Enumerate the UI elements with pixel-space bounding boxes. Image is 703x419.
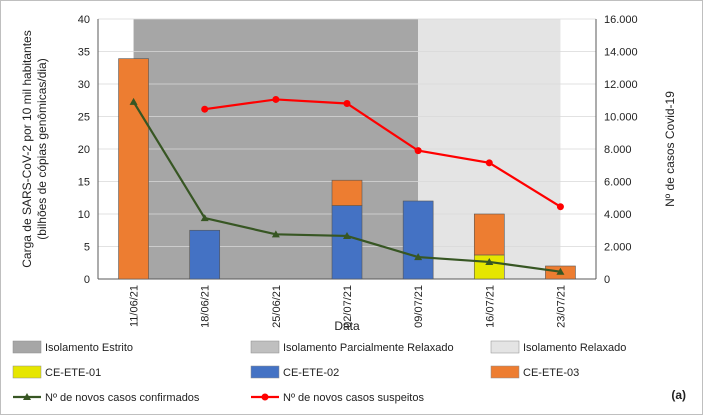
point-suspeitos	[343, 100, 351, 107]
legend-swatch	[12, 340, 42, 354]
x-tick-label: 23/07/21	[555, 285, 567, 328]
y-right-tick-label: 12.000	[604, 79, 638, 91]
point-suspeitos	[272, 95, 280, 103]
x-axis-title: Data	[334, 319, 360, 333]
line-suspeitos	[204, 98, 562, 208]
x-tick-label: 16/07/21	[484, 285, 496, 328]
legend-label: Isolamento Estrito	[45, 342, 133, 354]
legend-label: CE-ETE-01	[45, 367, 101, 379]
y-left-tick-label: 10	[78, 209, 90, 221]
y-left-tick-label: 30	[78, 79, 90, 91]
y-right-tick-label: 8.000	[604, 144, 632, 156]
x-tick-label: 25/06/21	[271, 285, 283, 328]
bar-ce-ete-03	[118, 58, 149, 280]
legend-swatch	[12, 365, 42, 379]
y-left-tick-label: 35	[78, 47, 90, 59]
x-tick-label: 11/06/21	[129, 285, 141, 327]
y-left-axis-title: (bilhões de cópias genômicas/dia)	[35, 58, 49, 239]
legend-marker	[261, 393, 269, 401]
y-left-tick-label: 15	[78, 177, 90, 189]
legend-marker	[23, 393, 31, 400]
x-tick-label: 02/07/21	[342, 285, 354, 328]
point-confirmados	[129, 97, 138, 105]
point-confirmados	[343, 231, 351, 239]
panel-label: (a)	[671, 388, 686, 402]
point-suspeitos	[414, 147, 422, 155]
y-left-tick-label: 20	[78, 144, 90, 156]
y-right-tick-label: 14.000	[604, 47, 638, 59]
point-suspeitos	[485, 159, 493, 167]
legend-swatch	[490, 340, 520, 354]
legend-swatch	[250, 365, 280, 379]
legend-swatch	[490, 365, 520, 379]
legend-label: Isolamento Relaxado	[523, 342, 626, 354]
y-right-tick-label: 4.000	[604, 209, 632, 221]
y-left-tick-label: 25	[78, 112, 90, 124]
bar-ce-ete-03	[473, 213, 505, 256]
legend-label: Nº de novos casos suspeitos	[283, 392, 424, 404]
legend-label: CE-ETE-03	[523, 367, 579, 379]
point-suspeitos	[556, 203, 564, 211]
point-confirmados	[200, 214, 209, 222]
point-suspeitos	[201, 105, 209, 113]
x-tick-label: 09/07/21	[413, 285, 425, 328]
y-right-tick-label: 10.000	[604, 112, 638, 124]
bar-ce-ete-03	[331, 179, 363, 206]
bar-ce-ete-02	[189, 229, 221, 280]
y-left-axis-title: Carga de SARS-CoV-2 por 10 mil habitante…	[20, 30, 34, 267]
bar-ce-ete-02	[402, 200, 434, 280]
point-confirmados	[556, 267, 565, 275]
point-confirmados	[414, 253, 423, 261]
legend-label: Isolamento Parcialmente Relaxado	[283, 342, 454, 354]
y-left-tick-label: 40	[78, 14, 90, 26]
y-right-axis-title: Nº de casos Covid-19	[663, 91, 677, 207]
y-right-tick-label: 0	[604, 274, 610, 286]
y-right-tick-label: 6.000	[604, 177, 632, 189]
bar-ce-ete-02	[331, 205, 363, 280]
x-tick-label: 18/06/21	[200, 285, 212, 328]
y-left-tick-label: 0	[84, 274, 90, 286]
legend-label: CE-ETE-02	[283, 367, 339, 379]
y-left-tick-label: 5	[84, 242, 90, 254]
legend-swatch	[250, 340, 280, 354]
legend-label: Nº de novos casos confirmados	[45, 392, 200, 404]
point-confirmados	[271, 230, 280, 238]
point-confirmados	[485, 257, 494, 265]
y-right-tick-label: 2.000	[604, 242, 632, 254]
y-right-tick-label: 16.000	[604, 14, 638, 26]
